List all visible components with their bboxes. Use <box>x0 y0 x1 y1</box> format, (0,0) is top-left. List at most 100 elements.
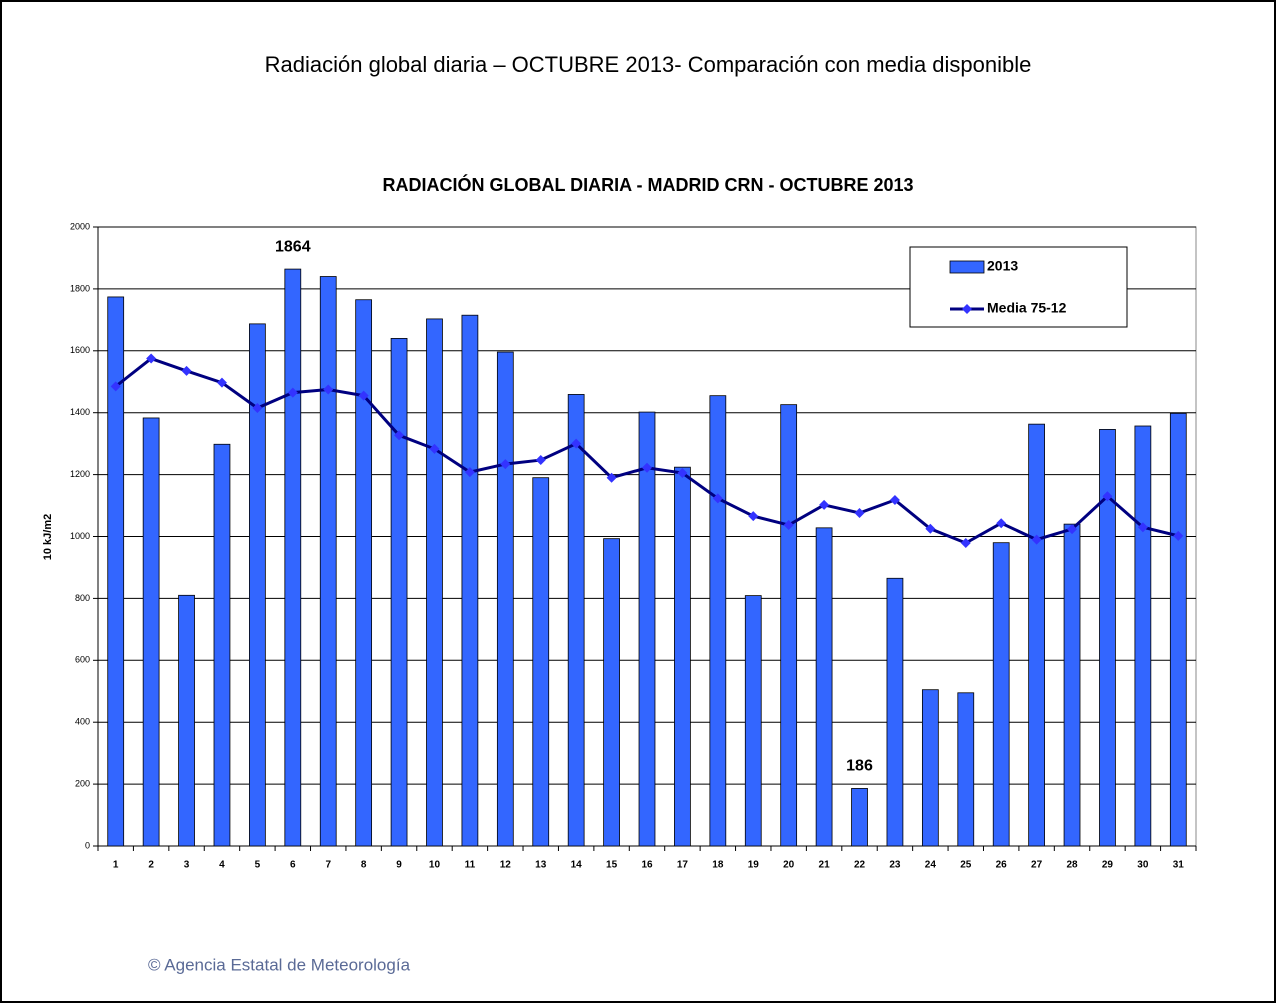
line-marker <box>819 499 830 510</box>
line-marker <box>1031 534 1042 545</box>
bar <box>780 404 798 847</box>
bar <box>355 299 373 847</box>
line-marker <box>323 384 334 395</box>
x-tick-label: 25 <box>960 860 972 871</box>
x-tick-label: 1 <box>113 860 119 871</box>
bar <box>638 411 656 847</box>
bar <box>957 692 975 847</box>
x-tick-label: 3 <box>184 860 190 871</box>
x-tick-label: 4 <box>219 860 225 871</box>
x-tick-label: 26 <box>996 860 1008 871</box>
line-marker <box>854 507 865 518</box>
x-tick-label: 21 <box>819 860 831 871</box>
legend-swatch <box>949 260 985 274</box>
y-tick-label: 800 <box>75 593 90 603</box>
line-marker <box>1102 491 1113 502</box>
line-marker <box>571 438 582 449</box>
bar <box>1063 523 1081 847</box>
bar <box>815 527 833 847</box>
line-marker <box>606 472 617 483</box>
y-tick-label: 1200 <box>70 469 90 479</box>
line-marker <box>252 403 263 414</box>
bar <box>142 417 160 847</box>
y-tick-label: 400 <box>75 717 90 727</box>
bar <box>851 788 868 847</box>
x-tick-label: 17 <box>677 860 689 871</box>
x-tick-label: 11 <box>465 860 476 871</box>
bar <box>603 538 620 847</box>
bar <box>284 268 302 847</box>
bar <box>1028 423 1045 847</box>
line-marker <box>889 494 900 505</box>
bar <box>921 689 939 847</box>
page-header: Radiación global diaria – OCTUBRE 2013- … <box>265 52 1032 77</box>
line-marker <box>712 493 723 504</box>
line-marker <box>677 468 688 479</box>
line-marker <box>1067 524 1078 535</box>
x-tick-label: 9 <box>396 860 402 871</box>
line-marker <box>960 537 971 548</box>
line-marker <box>146 353 157 364</box>
bar <box>992 542 1010 847</box>
line-marker <box>394 430 405 441</box>
line-marker <box>287 387 298 398</box>
chart-title: RADIACIÓN GLOBAL DIARIA - MADRID CRN - O… <box>382 174 913 195</box>
x-tick-label: 2 <box>148 860 154 871</box>
line-marker <box>1173 530 1184 541</box>
footer: © Agencia Estatal de Meteorología <box>148 955 411 974</box>
line-marker <box>996 518 1007 529</box>
bar <box>426 318 443 847</box>
x-tick-label: 13 <box>535 860 547 871</box>
bar <box>107 296 125 847</box>
y-tick-label: 1600 <box>70 345 90 355</box>
bar <box>249 323 266 847</box>
line-marker <box>216 377 227 388</box>
bar <box>532 477 550 847</box>
line-marker <box>535 455 546 466</box>
line-marker <box>642 462 652 473</box>
line-marker <box>1137 522 1148 533</box>
line-marker <box>181 365 192 376</box>
x-tick-label: 14 <box>571 860 583 871</box>
x-tick-label: 19 <box>748 860 760 871</box>
x-tick-label: 7 <box>325 860 331 871</box>
bar <box>674 466 691 847</box>
x-tick-label: 30 <box>1137 860 1149 871</box>
line-marker <box>500 459 511 470</box>
bar <box>496 351 514 847</box>
line-marker <box>925 523 936 534</box>
bar <box>744 595 762 847</box>
x-tick-label: 15 <box>606 860 618 871</box>
line-marker <box>783 520 794 531</box>
x-tick-label: 22 <box>854 860 866 871</box>
line-marker <box>748 511 759 522</box>
bar <box>178 594 195 847</box>
bar <box>1169 412 1187 847</box>
x-tick-label: 29 <box>1102 860 1114 871</box>
bar <box>886 577 904 847</box>
bar <box>319 276 337 847</box>
bar <box>567 394 585 847</box>
line-marker <box>429 443 440 454</box>
x-tick-label: 10 <box>429 860 441 871</box>
x-tick-label: 5 <box>255 860 261 871</box>
legend-marker <box>962 304 972 314</box>
y-tick-label: 1800 <box>70 283 90 293</box>
bar <box>1099 429 1116 847</box>
data-label: 1864 <box>275 238 311 255</box>
x-tick-label: 16 <box>641 860 653 871</box>
x-tick-label: 27 <box>1031 860 1043 871</box>
bar <box>1134 425 1152 847</box>
y-tick-label: 1000 <box>70 531 90 541</box>
bar <box>390 338 408 847</box>
line-marker <box>110 381 121 392</box>
y-tick-label: 200 <box>75 778 90 788</box>
x-tick-label: 20 <box>783 860 795 871</box>
y-tick-label: 2000 <box>70 221 90 231</box>
bar <box>709 395 727 847</box>
legend-label: 2013 <box>987 258 1018 274</box>
x-tick-label: 8 <box>361 860 367 871</box>
y-tick-label: 1400 <box>70 407 90 417</box>
